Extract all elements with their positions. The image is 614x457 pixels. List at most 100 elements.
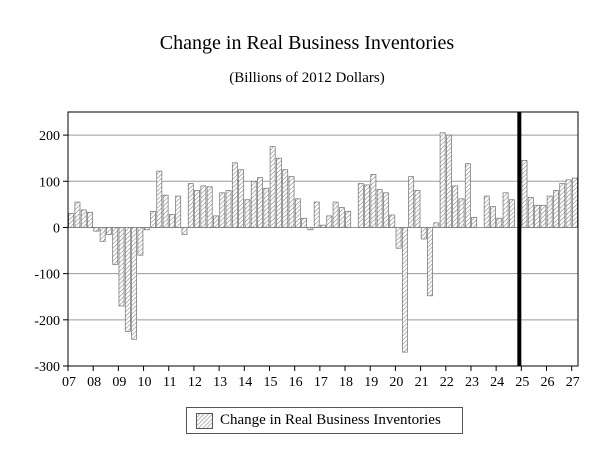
bars [68,132,578,353]
bar [162,194,169,228]
bar [464,163,471,228]
bar [307,227,314,231]
bar [427,227,433,297]
bar [150,210,156,228]
y-tick-label: -200 [34,314,60,329]
bar [376,189,383,228]
bar [559,183,566,228]
bar [187,183,194,228]
x-tick-label: 14 [238,375,252,390]
bar [294,198,301,228]
bar [168,214,175,228]
bar [131,227,138,340]
y-tick-label: -300 [34,360,60,375]
x-tick-label: 23 [465,375,479,390]
bar [332,201,339,228]
bar [194,190,200,228]
bar [118,227,125,307]
bar [565,179,572,228]
bar [257,177,263,228]
x-tick-label: 09 [112,375,126,390]
bar [219,192,226,228]
x-tick-label: 13 [213,375,227,390]
bar [112,227,119,265]
bar [553,190,559,228]
bar [383,192,389,228]
x-tick-label: 16 [289,375,303,390]
bar [225,190,232,228]
x-tick-label: 17 [314,375,328,390]
bar [68,213,75,228]
bar [87,211,93,228]
x-tick-label: 26 [541,375,555,390]
x-axis-tick-labels: 07 08 09 10 11 12 13 14 15 16 17 18 19 20 21 22 23 24 25 26… [62,375,580,390]
bar [540,204,547,228]
y-tick-label: 0 [53,221,60,236]
bar [521,160,528,228]
bar [483,195,490,228]
bar [200,185,207,228]
y-axis-tick-labels: 200 100 0 -100 -200 -300 [34,129,60,375]
bar [137,227,144,256]
bar [326,215,333,228]
bar [156,170,163,228]
bar-chart: 200 100 0 -100 -200 -300 07 08 09 10 11 12 13 14 15 16… [34,111,580,390]
bar [238,169,245,228]
bar [181,227,188,235]
x-tick-label: 07 [62,375,76,390]
bar [571,177,578,228]
x-tick-label: 11 [163,375,176,390]
x-tick-label: 22 [440,375,454,390]
x-tick-label: 27 [566,375,580,390]
bar [490,206,496,228]
bar [502,192,509,228]
x-tick-label: 10 [138,375,152,390]
bar [74,201,81,228]
bar [458,198,465,228]
y-tick-label: 200 [39,129,60,144]
bar [446,134,452,228]
bar [244,199,251,228]
legend-label: Change in Real Business Inventories [220,412,441,428]
x-tick-label: 24 [490,375,504,390]
bar [433,222,440,228]
bar [288,176,295,228]
chart-subtitle: (Billions of 2012 Dollars) [229,70,385,86]
bar [527,197,534,228]
bar [106,227,112,235]
x-tick-label: 19 [364,375,378,390]
bar [263,187,270,228]
bar [143,227,150,231]
bar [496,217,503,228]
bar [206,186,213,228]
bar [250,180,257,228]
bar [420,227,427,240]
legend-swatch [196,412,213,429]
bar [231,162,238,228]
plot-frame [63,111,579,371]
x-tick-label: 20 [389,375,403,390]
legend: Change in Real Business Inventories [186,407,463,434]
bar [534,204,540,228]
bar [357,183,364,228]
y-tick-label: 100 [39,175,60,190]
bar [414,190,421,228]
x-tick-label: 08 [87,375,101,390]
x-tick-label: 12 [188,375,202,390]
bar [338,207,345,228]
bar [276,157,282,228]
bar [345,210,352,228]
x-tick-label: 15 [263,375,277,390]
bar [282,169,289,228]
bar [439,132,446,228]
bar [389,214,396,228]
bar [508,199,515,228]
bar [93,227,100,232]
bar [320,224,326,228]
bar [401,227,408,353]
bar [408,176,415,228]
bar [213,215,219,228]
bar [395,227,402,249]
bar [364,184,370,228]
gridlines [68,134,578,367]
